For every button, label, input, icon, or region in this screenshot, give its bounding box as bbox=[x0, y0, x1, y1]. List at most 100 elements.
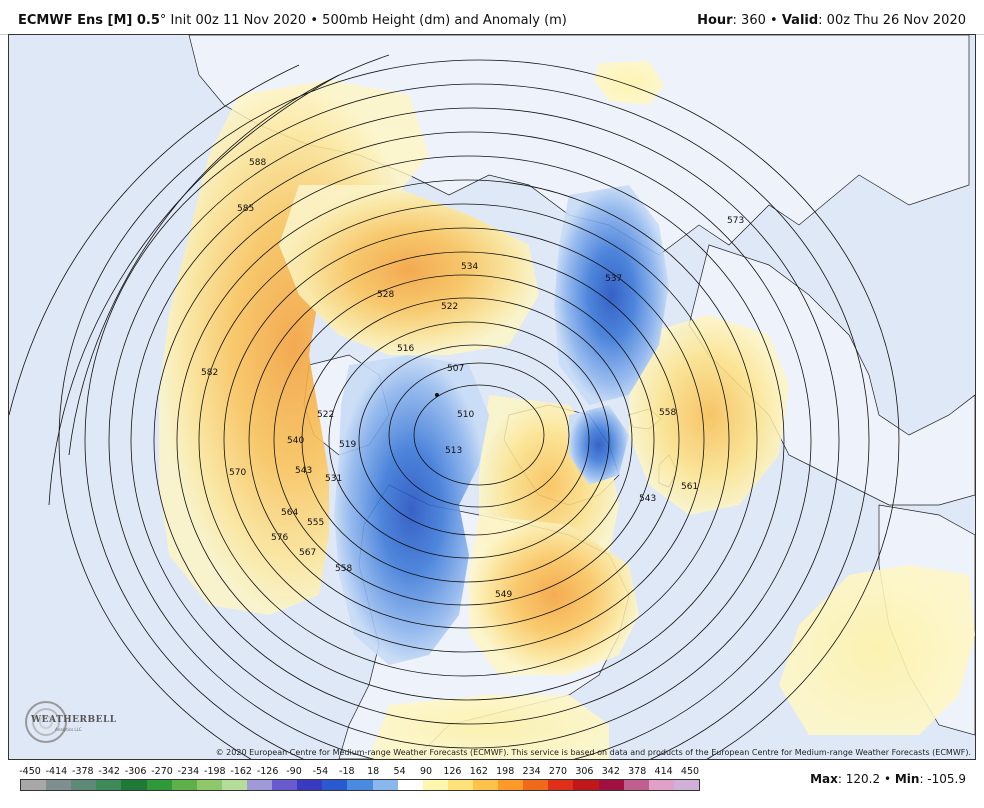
weatherbell-logo: WEATHERBELL Analytics LLC bbox=[23, 699, 116, 745]
forecast-time: Hour: 360 • Valid: 00z Thu 26 Nov 2020 bbox=[697, 13, 966, 28]
contour-label: 570 bbox=[229, 468, 246, 478]
colorbar-tick-label: 126 bbox=[443, 766, 462, 777]
colorbar-swatch bbox=[322, 780, 348, 790]
model-name: ECMWF Ens [M] 0.5 bbox=[18, 13, 160, 28]
contour-10 bbox=[176, 179, 758, 701]
colorbar-swatch bbox=[548, 780, 574, 790]
colorbar-tick-label: -126 bbox=[256, 766, 279, 777]
contour-label: 564 bbox=[281, 508, 298, 518]
contour-label: 543 bbox=[639, 494, 656, 504]
colorbar-tick-label: -162 bbox=[230, 766, 252, 777]
colorbar-swatch bbox=[498, 780, 524, 790]
contour-label: 531 bbox=[325, 474, 342, 484]
anomaly-positive-europe bbox=[629, 315, 789, 515]
contour-label: 537 bbox=[605, 274, 622, 284]
contour-17 bbox=[48, 74, 340, 506]
colorbar-tick-label: 234 bbox=[522, 766, 541, 777]
map-title: ECMWF Ens [M] 0.5° Init 00z 11 Nov 2020 … bbox=[18, 13, 567, 28]
colorbar-swatch bbox=[422, 780, 448, 790]
contour-11 bbox=[153, 155, 785, 725]
colorbar-tick-label: -54 bbox=[312, 766, 329, 777]
logo-text: WEATHERBELL bbox=[31, 715, 117, 725]
anomaly-positive-southeast bbox=[779, 565, 975, 735]
contour-label: 582 bbox=[201, 368, 218, 378]
contour-15 bbox=[58, 59, 900, 759]
colorbar-swatch bbox=[573, 780, 599, 790]
contour-14 bbox=[84, 83, 870, 759]
contour-label: 528 bbox=[377, 290, 394, 300]
valid-label: Valid bbox=[781, 13, 819, 28]
contour-12 bbox=[130, 131, 812, 749]
contour-label: 576 bbox=[271, 533, 288, 543]
contour-label: 558 bbox=[659, 408, 676, 418]
colorbar-tick-label: -270 bbox=[151, 766, 173, 777]
colorbar-swatch bbox=[347, 780, 373, 790]
colorbar-tick-label: -342 bbox=[98, 766, 120, 777]
bullet-separator-2: • bbox=[770, 13, 778, 28]
contour-labels: 588 585 582 570 576 564 567 558 555 543 … bbox=[201, 158, 744, 600]
colorbar-tick-label: 54 bbox=[393, 766, 406, 777]
contour-label: 585 bbox=[237, 204, 254, 214]
map-svg: 588 585 582 570 576 564 567 558 555 543 … bbox=[9, 35, 975, 759]
colorbar-swatch bbox=[523, 780, 549, 790]
degree-symbol: ° bbox=[159, 13, 167, 28]
bullet-separator: • bbox=[310, 13, 319, 28]
colorbar-tick-label: -198 bbox=[204, 766, 226, 777]
colorbar-swatch bbox=[246, 780, 273, 790]
copyright-notice: © 2020 European Centre for Medium-range … bbox=[215, 748, 971, 757]
colorbar-tick-label: 342 bbox=[601, 766, 620, 777]
contour-1 bbox=[413, 384, 545, 486]
colorbar-swatch bbox=[221, 780, 247, 790]
colorbar-swatch bbox=[196, 780, 222, 790]
contour-3 bbox=[358, 344, 590, 536]
max-min-readout: Max: 120.2 • Min: -105.9 bbox=[810, 772, 966, 786]
colorbar-swatch bbox=[648, 780, 674, 790]
colorbar-tick-label: 162 bbox=[469, 766, 488, 777]
colorbar-labels: -450 -414 -378 -342 -306 -270 -234 -198 -162 -126… bbox=[19, 766, 700, 778]
colorbar-swatch bbox=[171, 780, 197, 790]
anomaly-negative-vortex bbox=[334, 355, 489, 665]
height-contours bbox=[9, 54, 900, 759]
colorbar-swatch bbox=[46, 780, 72, 790]
min-label: Min bbox=[894, 772, 920, 786]
colorbar-tick-label: -18 bbox=[339, 766, 355, 777]
colorbar-tick-label: -306 bbox=[124, 766, 147, 777]
contour-label: 522 bbox=[441, 302, 458, 312]
contour-2 bbox=[388, 362, 570, 508]
contour-label: 513 bbox=[445, 446, 462, 456]
colorbar bbox=[20, 779, 700, 791]
colorbar-swatch bbox=[372, 780, 398, 790]
anomaly-positive-south bbox=[369, 695, 609, 759]
colorbar-swatch bbox=[146, 780, 172, 790]
colorbar-swatch bbox=[71, 780, 97, 790]
contour-label: 510 bbox=[457, 410, 474, 420]
contour-label: 522 bbox=[317, 410, 334, 420]
contour-label: 588 bbox=[249, 158, 266, 168]
colorbar-swatch bbox=[598, 780, 624, 790]
colorbar-swatch bbox=[297, 780, 323, 790]
contour-9 bbox=[198, 203, 730, 677]
colorbar-swatch bbox=[447, 780, 473, 790]
header-bar: ECMWF Ens [M] 0.5° Init 00z 11 Nov 2020 … bbox=[0, 0, 984, 35]
contour-label: 519 bbox=[339, 440, 356, 450]
colorbar-swatch bbox=[673, 780, 699, 790]
colorbar-tick-label: 198 bbox=[496, 766, 515, 777]
contour-label: 567 bbox=[299, 548, 316, 558]
hour-label: Hour bbox=[697, 13, 733, 28]
anomaly-negative-small bbox=[569, 405, 629, 485]
logo-swirl-icon bbox=[25, 701, 67, 743]
colorbar-tick-label: 414 bbox=[654, 766, 673, 777]
anomaly-positive-top bbox=[594, 61, 664, 105]
colorbar-tick-label: -234 bbox=[177, 766, 200, 777]
contour-label: 516 bbox=[397, 344, 414, 354]
contour-4 bbox=[328, 321, 610, 559]
colorbar-tick-label: -90 bbox=[286, 766, 302, 777]
map-panel[interactable]: 588 585 582 570 576 564 567 558 555 543 … bbox=[8, 34, 976, 760]
low-center bbox=[435, 393, 439, 397]
contour-label: 561 bbox=[681, 482, 698, 492]
min-value: : -105.9 bbox=[919, 772, 966, 786]
contour-13 bbox=[108, 107, 840, 759]
anomaly-negative-siberia bbox=[554, 185, 669, 405]
contour-label: 540 bbox=[287, 436, 304, 446]
contour-7 bbox=[248, 251, 680, 629]
